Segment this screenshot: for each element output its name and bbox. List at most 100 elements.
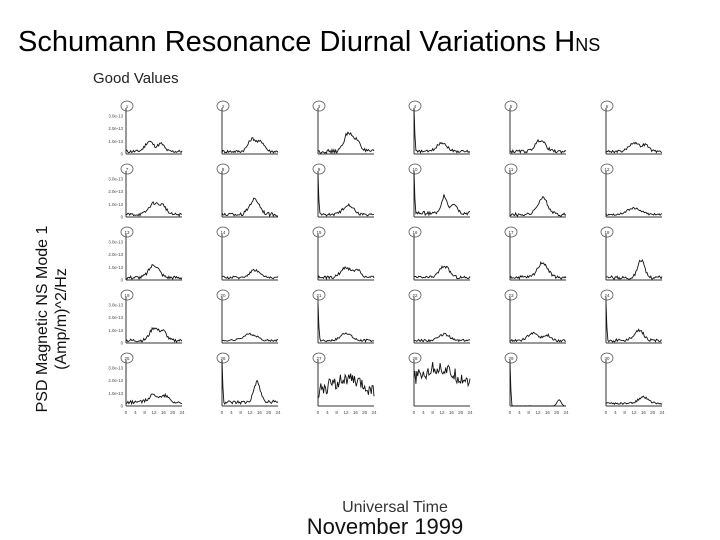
panel-day-27: 27 0 4 8 12 16 20 24 [312, 352, 377, 415]
panel-series-line [413, 332, 471, 343]
panel-day-circle [120, 226, 134, 238]
panel-day-label: 21 [316, 293, 322, 298]
x-tick-label: 24 [371, 410, 377, 415]
panel-series-line [605, 395, 663, 406]
x-tick-label: 0 [413, 410, 416, 415]
panel-day-circle [504, 289, 518, 301]
y-tick-label: 3.0e-13 [108, 177, 123, 182]
y-tick-label: 1.0e-13 [108, 265, 123, 270]
x-tick-label: 16 [641, 410, 647, 415]
panel-day-6: 6 [600, 100, 663, 155]
panel-series-line [221, 197, 278, 218]
x-tick-label: 16 [257, 410, 263, 415]
y-tick-label: 2.0e-13 [108, 252, 123, 257]
panel-series-line [509, 331, 566, 343]
panel-series-line [125, 392, 183, 406]
panel-day-7: 73.0e-13 2.0e-13 1.0e-13 0 [108, 163, 183, 220]
panel-day-circle [312, 226, 326, 238]
panel-day-circle [312, 352, 326, 364]
panel-series-line [605, 259, 663, 280]
y-tick-label: 1.0e-13 [108, 139, 123, 144]
panel-day-circle [504, 163, 518, 175]
panel-day-label: 30 [604, 356, 610, 361]
panel-series-line [221, 137, 279, 154]
panel-day-4: 4 [408, 100, 471, 155]
panel-day-label: 9 [318, 167, 321, 172]
y-tick-label: 1.0e-13 [108, 202, 123, 207]
panel-series-line [509, 362, 567, 407]
panel-series-line [126, 201, 183, 217]
panel-day-circle [216, 226, 230, 238]
chart-title: Schumann Resonance Diurnal Variations HN… [18, 26, 600, 59]
y-tick-label: 0 [121, 404, 124, 409]
panel-day-label: 28 [412, 356, 418, 361]
panel-day-12: 12 [600, 163, 663, 218]
x-tick-label: 24 [275, 410, 281, 415]
panel-day-14: 14 [216, 226, 279, 281]
y-tick-label: 0 [121, 341, 124, 346]
panel-day-label: 27 [316, 356, 322, 361]
panel-day-label: 13 [124, 230, 130, 235]
x-tick-label: 0 [605, 410, 608, 415]
panel-day-label: 22 [412, 293, 418, 298]
panel-day-label: 1 [126, 104, 129, 109]
panel-day-label: 20 [220, 293, 226, 298]
y-tick-label: 3.0e-13 [108, 240, 123, 245]
panel-day-15: 15 [312, 226, 375, 281]
panel-day-label: 7 [126, 167, 129, 172]
x-tick-label: 24 [179, 410, 185, 415]
x-tick-label: 4 [230, 410, 233, 415]
panel-day-25: 253.0e-13 2.0e-13 1.0e-13 00 4 8 12 16 20 24 [108, 352, 185, 415]
x-tick-label: 20 [170, 410, 176, 415]
y-tick-label: 0 [121, 152, 124, 157]
panel-day-label: 3 [318, 104, 321, 109]
panel-day-24: 24 [600, 289, 663, 344]
panel-day-8: 8 [216, 163, 278, 218]
x-tick-label: 16 [449, 410, 455, 415]
panel-day-label: 14 [220, 230, 226, 235]
panel-day-label: 12 [604, 167, 610, 172]
panel-day-label: 25 [124, 356, 130, 361]
panel-series-line [221, 332, 279, 343]
panel-series-line [605, 141, 663, 154]
panel-series-line [221, 359, 279, 406]
x-tick-label: 8 [623, 410, 626, 415]
x-tick-label: 4 [518, 410, 521, 415]
panel-day-label: 5 [510, 104, 513, 109]
panel-day-circle [504, 226, 518, 238]
x-tick-label: 0 [221, 410, 224, 415]
panel-day-label: 19 [124, 293, 130, 298]
panel-day-30: 30 0 4 8 12 16 20 24 [600, 352, 665, 415]
y-tick-label: 3.0e-13 [108, 366, 123, 371]
panel-day-23: 23 [504, 289, 566, 344]
panel-day-19: 193.0e-13 2.0e-13 1.0e-13 0 [108, 289, 183, 346]
panel-day-16: 16 [408, 226, 471, 281]
panel-series-line [317, 266, 375, 281]
x-tick-label: 4 [422, 410, 425, 415]
panel-series-line [605, 302, 663, 343]
panel-day-circle [120, 163, 134, 175]
x-tick-label: 24 [563, 410, 569, 415]
panel-series-line [509, 261, 567, 280]
panel-day-circle [216, 352, 230, 364]
panel-series-line [125, 264, 183, 281]
panel-day-circle [120, 352, 134, 364]
panel-day-label: 10 [412, 167, 418, 172]
panel-day-29: 29 0 4 8 12 16 20 24 [504, 352, 569, 415]
panel-day-circle [120, 289, 134, 301]
panel-day-label: 6 [606, 104, 609, 109]
panel-day-1: 13.0e-13 2.0e-13 1.0e-13 0 [108, 100, 183, 157]
panel-day-circle [312, 163, 326, 175]
title-subscript: NS [575, 35, 601, 55]
panel-day-21: 21 [312, 289, 375, 344]
panel-day-circle [408, 226, 422, 238]
panel-day-label: 17 [508, 230, 514, 235]
panel-series-line [413, 108, 471, 154]
panel-day-22: 22 [408, 289, 471, 344]
y-tick-label: 1.0e-13 [108, 391, 123, 396]
panel-day-label: 2 [222, 104, 225, 109]
x-tick-label: 4 [614, 410, 617, 415]
x-tick-label: 20 [554, 410, 560, 415]
x-tick-label: 0 [125, 410, 128, 415]
